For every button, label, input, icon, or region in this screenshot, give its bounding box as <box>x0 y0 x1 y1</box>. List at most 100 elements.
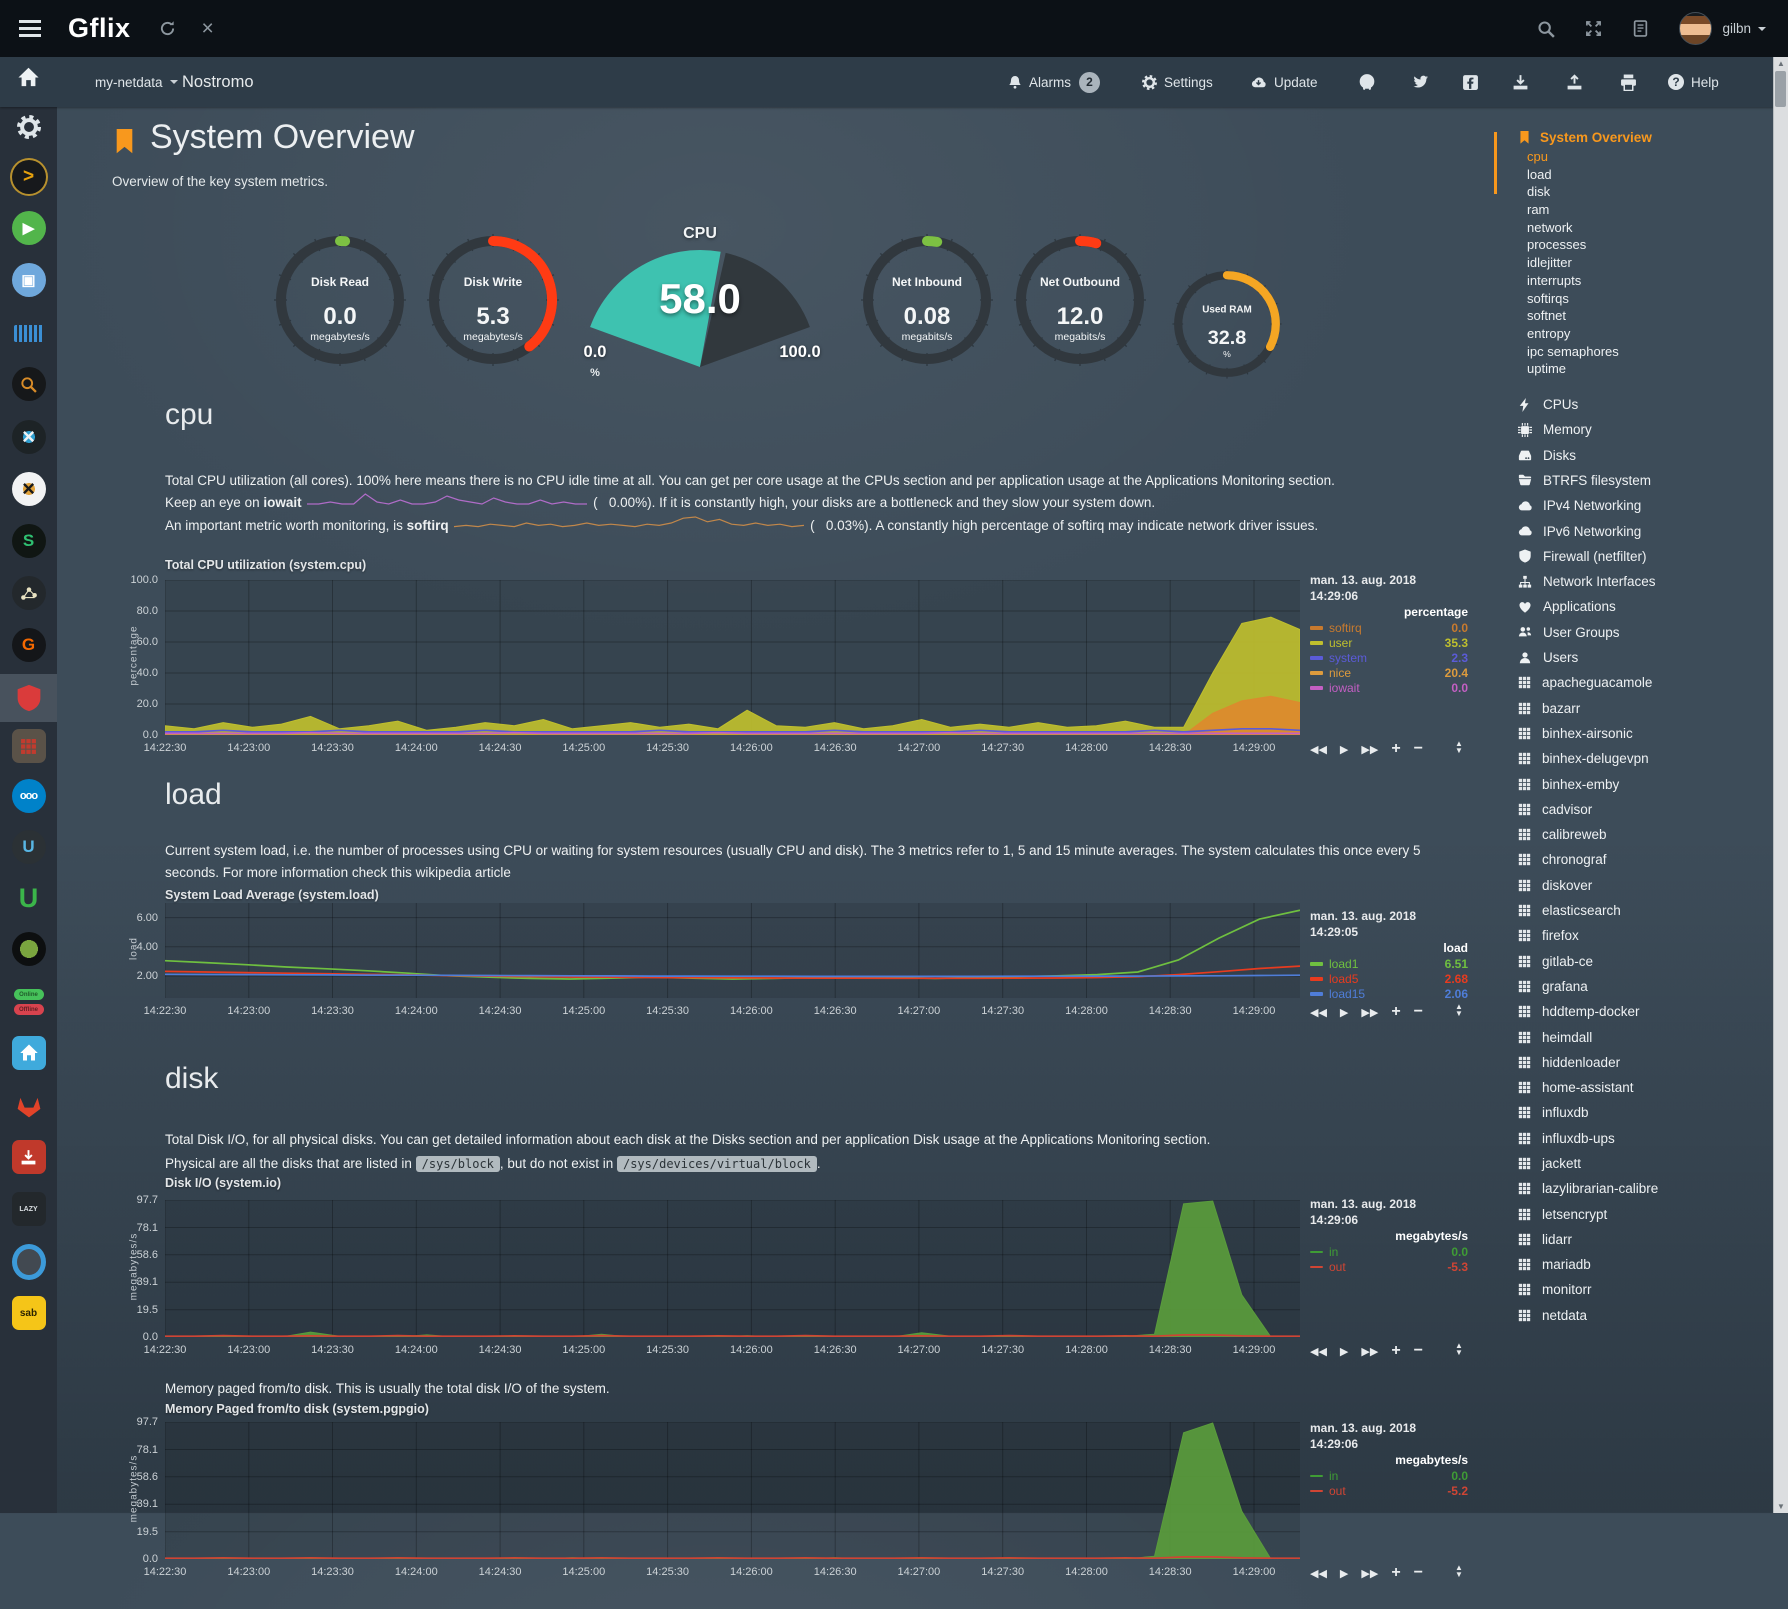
menu-link-softirqs[interactable]: softirqs <box>1527 290 1781 308</box>
pan-backward-button[interactable]: ◀◀ <box>1310 743 1327 756</box>
pan-backward-button[interactable]: ◀◀ <box>1310 1006 1327 1019</box>
dock-icon-grafana[interactable]: G <box>0 621 57 669</box>
chart-plot-area[interactable] <box>165 580 1300 735</box>
cpu-gauge[interactable]: CPU 58.0 0.0 100.0 % <box>585 225 815 385</box>
dock-icon-netdata[interactable] <box>0 674 57 722</box>
play-button[interactable]: ▶ <box>1340 1006 1348 1019</box>
play-button[interactable]: ▶ <box>1340 1345 1348 1358</box>
menu-link-processes[interactable]: processes <box>1527 236 1781 254</box>
export-snapshot-icon[interactable] <box>1566 57 1590 107</box>
close-icon[interactable]: × <box>202 18 214 39</box>
print-icon[interactable] <box>1620 57 1644 107</box>
dock-icon-node-graph[interactable] <box>0 569 57 617</box>
dock-icon-sabnzbd[interactable]: sab <box>0 1289 57 1337</box>
pan-forward-button[interactable]: ▶▶ <box>1361 1567 1378 1580</box>
hamburger-menu-icon[interactable] <box>19 27 41 30</box>
page-scrollbar[interactable]: ▲ ▼ <box>1773 57 1788 1513</box>
legend-item-iowait[interactable]: iowait0.0 <box>1310 680 1468 695</box>
dock-icon-jackett[interactable] <box>0 360 57 408</box>
play-button[interactable]: ▶ <box>1340 1567 1348 1580</box>
menu-app-binhex-delugevpn[interactable]: binhex-delugevpn <box>1518 746 1781 771</box>
chart-plot-area[interactable] <box>165 1200 1300 1337</box>
menu-section-network-interfaces[interactable]: Network Interfaces <box>1518 569 1781 594</box>
legend-item-in[interactable]: in0.0 <box>1310 1468 1468 1483</box>
menu-section-disks[interactable]: Disks <box>1518 443 1781 468</box>
menu-link-idlejitter[interactable]: idlejitter <box>1527 254 1781 272</box>
chart-resize-handle[interactable]: ▲▼ <box>1455 1342 1463 1356</box>
menu-app-binhex-emby[interactable]: binhex-emby <box>1518 771 1781 796</box>
chart-resize-handle[interactable]: ▲▼ <box>1455 740 1463 754</box>
legend-item-system[interactable]: system2.3 <box>1310 650 1468 665</box>
menu-app-binhex-airsonic[interactable]: binhex-airsonic <box>1518 721 1781 746</box>
menu-app-netdata[interactable]: netdata <box>1518 1303 1781 1328</box>
dock-icon-app-blue-ring[interactable] <box>0 1238 57 1286</box>
menu-section-cpus[interactable]: CPUs <box>1518 392 1781 417</box>
dock-icon-app-green[interactable]: S <box>0 517 57 565</box>
menu-app-home-assistant[interactable]: home-assistant <box>1518 1075 1781 1100</box>
menu-app-apacheguacamole[interactable]: apacheguacamole <box>1518 670 1781 695</box>
gauge-net-outbound[interactable]: Net Outbound12.0megabits/s <box>1005 225 1155 375</box>
play-button[interactable]: ▶ <box>1340 743 1348 756</box>
pan-backward-button[interactable]: ◀◀ <box>1310 1345 1327 1358</box>
menu-app-influxdb[interactable]: influxdb <box>1518 1100 1781 1125</box>
user-avatar[interactable] <box>1679 12 1712 45</box>
legend-item-load1[interactable]: load16.51 <box>1310 956 1468 971</box>
zoom-in-button[interactable]: + <box>1391 740 1400 758</box>
dock-icon-lazylibrarian[interactable]: LAZY <box>0 1185 57 1233</box>
dock-icon-airsonic[interactable] <box>0 309 57 357</box>
dock-icon-unraid[interactable]: U <box>0 874 57 922</box>
menu-link-softnet[interactable]: softnet <box>1527 307 1781 325</box>
menu-section-applications[interactable]: Applications <box>1518 594 1781 619</box>
gauge-disk-read[interactable]: Disk Read0.0megabytes/s <box>265 225 415 375</box>
zoom-out-button[interactable]: − <box>1414 740 1423 758</box>
menu-app-letsencrypt[interactable]: letsencrypt <box>1518 1201 1781 1226</box>
menu-app-bazarr[interactable]: bazarr <box>1518 696 1781 721</box>
scrollbar-up-arrow[interactable]: ▲ <box>1774 59 1788 68</box>
menu-app-grafana[interactable]: grafana <box>1518 974 1781 999</box>
legend-item-in[interactable]: in0.0 <box>1310 1244 1468 1259</box>
legend-item-nice[interactable]: nice20.4 <box>1310 665 1468 680</box>
menu-link-entropy[interactable]: entropy <box>1527 325 1781 343</box>
menu-section-ipv4-networking[interactable]: IPv4 Networking <box>1518 493 1781 518</box>
menu-section-btrfs-filesystem[interactable]: BTRFS filesystem <box>1518 468 1781 493</box>
home-icon[interactable] <box>17 66 40 94</box>
menu-app-influxdb-ups[interactable]: influxdb-ups <box>1518 1126 1781 1151</box>
menu-app-lazylibrarian-calibre[interactable]: lazylibrarian-calibre <box>1518 1176 1781 1201</box>
legend-item-user[interactable]: user35.3 <box>1310 635 1468 650</box>
menu-link-ram[interactable]: ram <box>1527 201 1781 219</box>
server-dropdown[interactable]: my-netdata <box>95 57 178 107</box>
menu-section-memory[interactable]: Memory <box>1518 417 1781 442</box>
wikipedia-link[interactable]: wikipedia article <box>416 865 511 880</box>
menu-app-heimdall[interactable]: heimdall <box>1518 1024 1781 1049</box>
menu-app-chronograf[interactable]: chronograf <box>1518 847 1781 872</box>
dock-icon-app-blue-x[interactable]: × <box>0 413 57 461</box>
menu-app-mariadb[interactable]: mariadb <box>1518 1252 1781 1277</box>
github-icon[interactable] <box>1358 57 1383 107</box>
menu-app-diskover[interactable]: diskover <box>1518 873 1781 898</box>
settings-button[interactable]: Settings <box>1142 57 1213 107</box>
changelog-icon[interactable] <box>1632 20 1649 37</box>
dock-icon-monitorr[interactable]: OnlineOffline <box>0 978 57 1026</box>
scrollbar-down-arrow[interactable]: ▼ <box>1774 1502 1788 1511</box>
menu-section-users[interactable]: Users <box>1518 645 1781 670</box>
menu-app-gitlab-ce[interactable]: gitlab-ce <box>1518 948 1781 973</box>
legend-item-out[interactable]: out-5.2 <box>1310 1483 1468 1498</box>
pan-forward-button[interactable]: ▶▶ <box>1361 743 1378 756</box>
scrollbar-thumb[interactable] <box>1775 71 1786 107</box>
dock-icon-virtual-lab[interactable]: ▣ <box>0 256 57 304</box>
menu-link-interrupts[interactable]: interrupts <box>1527 272 1781 290</box>
menu-section-user-groups[interactable]: User Groups <box>1518 620 1781 645</box>
dock-icon-plex[interactable]: > <box>0 153 57 201</box>
zoom-out-button[interactable]: − <box>1414 1564 1423 1582</box>
menu-app-hiddenloader[interactable]: hiddenloader <box>1518 1050 1781 1075</box>
zoom-out-button[interactable]: − <box>1414 1342 1423 1360</box>
zoom-out-button[interactable]: − <box>1414 1003 1423 1021</box>
pan-forward-button[interactable]: ▶▶ <box>1361 1345 1378 1358</box>
menu-app-cadvisor[interactable]: cadvisor <box>1518 797 1781 822</box>
facebook-icon[interactable] <box>1462 57 1486 107</box>
menu-app-hddtemp-docker[interactable]: hddtemp-docker <box>1518 999 1781 1024</box>
pan-backward-button[interactable]: ◀◀ <box>1310 1567 1327 1580</box>
gauge-net-inbound[interactable]: Net Inbound0.08megabits/s <box>852 225 1002 375</box>
search-icon[interactable] <box>1537 20 1555 38</box>
fullscreen-icon[interactable] <box>1585 20 1602 37</box>
